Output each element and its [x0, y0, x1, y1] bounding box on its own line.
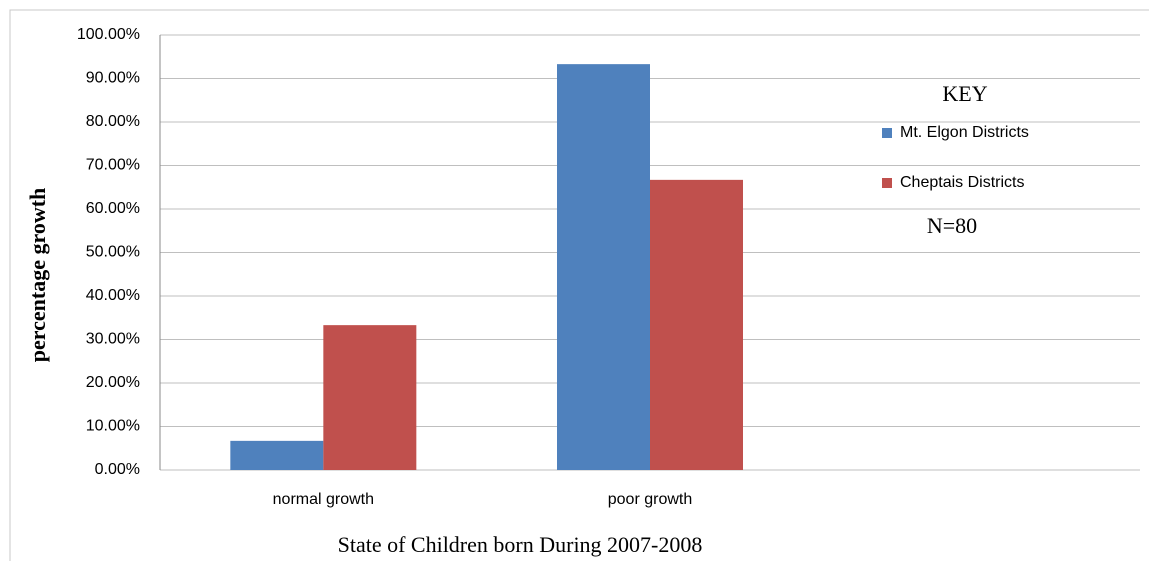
y-tick-label: 10.00% — [86, 418, 140, 435]
y-tick-label: 70.00% — [86, 157, 140, 174]
bar — [230, 440, 324, 470]
legend-swatch — [882, 178, 892, 188]
legend-title: KEY — [942, 81, 987, 106]
y-tick-label: 60.00% — [86, 200, 140, 217]
annotation: N=80 — [927, 213, 977, 238]
chart-frame — [9, 9, 1149, 561]
y-axis-title: percentage growth — [25, 188, 50, 363]
y-tick-label: 40.00% — [86, 287, 140, 304]
y-tick-label: 90.00% — [86, 70, 140, 87]
legend-swatch — [882, 128, 892, 138]
bar — [557, 64, 650, 471]
y-tick-label: 20.00% — [86, 374, 140, 391]
y-tick-label: 30.00% — [86, 331, 140, 348]
x-tick-label: poor growth — [608, 491, 693, 508]
bar — [650, 179, 743, 471]
x-tick-label: normal growth — [273, 491, 374, 508]
x-axis-title: State of Children born During 2007-2008 — [338, 532, 703, 557]
legend-label: Cheptais Districts — [900, 174, 1024, 191]
y-tick-label: 80.00% — [86, 113, 140, 130]
y-tick-label: 50.00% — [86, 244, 140, 261]
y-tick-label: 100.00% — [77, 26, 140, 43]
legend-label: Mt. Elgon Districts — [900, 124, 1029, 141]
bar — [323, 325, 417, 470]
y-tick-label: 0.00% — [95, 461, 140, 478]
